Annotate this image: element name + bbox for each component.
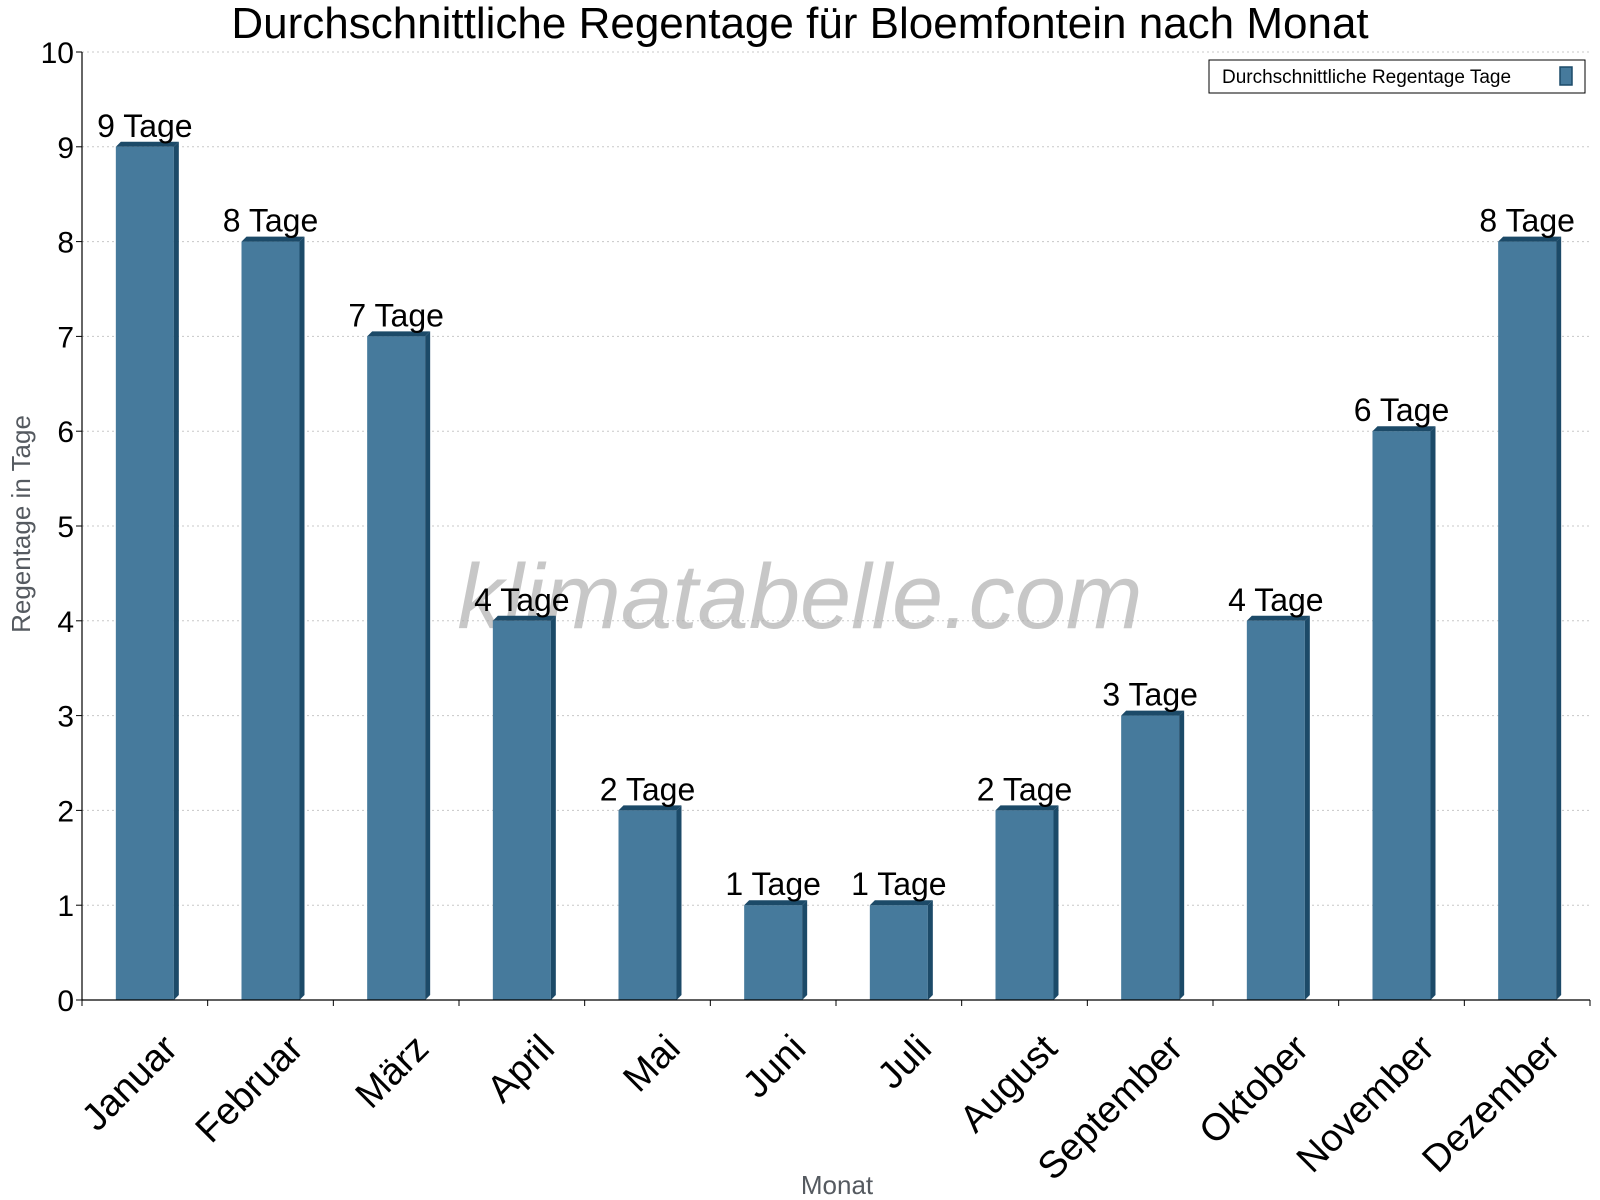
x-tick-label: Januar <box>74 1027 186 1139</box>
bar-face <box>115 146 174 1001</box>
y-tick-label: 1 <box>57 890 74 923</box>
bar-side <box>802 900 808 1000</box>
bar-top <box>995 805 1059 811</box>
bar-side <box>173 141 179 1001</box>
bar-top <box>367 331 431 337</box>
bar-face <box>1372 431 1431 1000</box>
bar-face <box>241 241 300 1001</box>
legend-swatch <box>1559 66 1573 86</box>
y-tick-label: 9 <box>57 132 74 165</box>
x-axis-ticks: Januar Februar März April Mai Juni Juli AugustS… <box>74 1000 1591 1188</box>
x-tick-label: August <box>952 1027 1066 1141</box>
legend-label: Durchschnittliche Regentage Tage <box>1222 67 1511 88</box>
data-labels: 9 Tage 8 Tage 7 Tage 4 Tage 2 Tage 1 Tage 1 Ta… <box>97 108 1575 902</box>
bar-side <box>1179 710 1185 1000</box>
legend: Durchschnittliche Regentage Tage <box>1208 59 1586 94</box>
y-tick-label: 6 <box>57 416 74 449</box>
bar-top <box>115 141 179 147</box>
x-tick-label: Juli <box>870 1027 940 1097</box>
y-tick-label: 0 <box>57 985 74 1018</box>
bar-10 <box>1246 615 1310 1000</box>
bar-side <box>1556 236 1562 1001</box>
bar-face <box>618 810 677 1000</box>
y-tick-label: 2 <box>57 795 74 828</box>
y-tick-label: 5 <box>57 511 74 544</box>
data-label: 1 Tage <box>851 866 947 902</box>
bar-8 <box>995 805 1059 1000</box>
y-tick-label: 7 <box>57 321 74 354</box>
data-label: 8 Tage <box>223 203 319 239</box>
bar-top <box>492 615 556 621</box>
data-label: 9 Tage <box>97 108 193 144</box>
y-tick-label: 4 <box>57 606 74 639</box>
bar-face <box>744 905 803 1000</box>
bar-top <box>1498 236 1562 242</box>
watermark: klimatabelle.com <box>457 546 1142 648</box>
bar-face <box>869 905 928 1000</box>
data-label: 3 Tage <box>1102 677 1198 713</box>
bar-side <box>299 236 305 1001</box>
legend-box <box>1208 59 1586 94</box>
bar-face <box>1246 620 1305 1000</box>
x-tick-label: März <box>348 1027 437 1116</box>
bar-9 <box>1121 710 1185 1000</box>
bar-11 <box>1372 426 1436 1000</box>
bar-4 <box>492 615 556 1000</box>
bar-face <box>367 336 426 1000</box>
bar-top <box>241 236 305 242</box>
bar-side <box>1053 805 1059 1000</box>
bar-side <box>550 615 556 1000</box>
bar-6 <box>744 900 808 1000</box>
x-tick-label: Februar <box>188 1027 312 1151</box>
grid-lines <box>82 51 1590 906</box>
data-label: 8 Tage <box>1479 203 1575 239</box>
x-tick-label: November <box>1289 1027 1443 1181</box>
y-tick-label: 8 <box>57 227 74 260</box>
bar-7 <box>869 900 933 1000</box>
y-tick-label: 10 <box>41 37 74 70</box>
bar-3 <box>367 331 431 1000</box>
chart-title: Durchschnittliche Regentage für Bloemfon… <box>231 0 1368 48</box>
bar-12 <box>1498 236 1562 1001</box>
data-label: 6 Tage <box>1354 392 1450 428</box>
y-tick-label: 3 <box>57 701 74 734</box>
data-label: 2 Tage <box>600 771 696 807</box>
bar-top <box>1246 615 1310 621</box>
bar-face <box>1498 241 1557 1001</box>
bar-face <box>1121 715 1180 1000</box>
x-tick-label: Oktober <box>1192 1027 1318 1153</box>
bar-2 <box>241 236 305 1001</box>
bar-side <box>927 900 933 1000</box>
bar-side <box>1430 426 1436 1000</box>
bar-top <box>1372 426 1436 432</box>
data-label: 4 Tage <box>1228 582 1324 618</box>
bar-side <box>1304 615 1310 1000</box>
bar-face <box>995 810 1054 1000</box>
data-label: 4 Tage <box>474 582 570 618</box>
bar-top <box>744 900 808 906</box>
bar-face <box>492 620 551 1000</box>
bar-1 <box>115 141 179 1001</box>
bar-side <box>425 331 431 1000</box>
x-tick-label: Mai <box>616 1027 689 1100</box>
bar-series <box>115 141 1562 1001</box>
bar-top <box>869 900 933 906</box>
bar-top <box>1121 710 1185 716</box>
x-tick-label: Juni <box>735 1027 814 1106</box>
x-tick-label: Dezember <box>1415 1027 1569 1181</box>
y-axis-ticks: 0 1 2 3 4 5 6 7 8 9 10 <box>41 37 82 1018</box>
data-label: 1 Tage <box>725 866 821 902</box>
data-label: 7 Tage <box>348 297 444 333</box>
x-axis-title: Monat <box>801 1170 874 1200</box>
x-tick-label: April <box>479 1027 562 1110</box>
bar-top <box>618 805 682 811</box>
y-axis-title: Regentage in Tage <box>6 415 36 633</box>
bar-5 <box>618 805 682 1000</box>
data-label: 2 Tage <box>977 771 1073 807</box>
bar-side <box>676 805 682 1000</box>
